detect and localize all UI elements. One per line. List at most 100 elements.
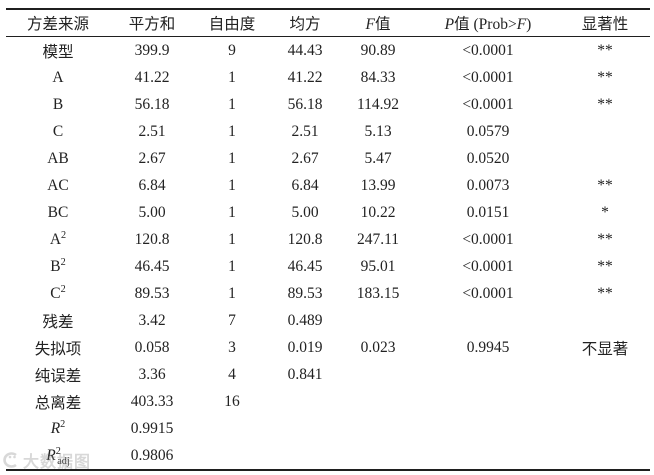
table-cell [270, 415, 340, 442]
table-cell: AC [47, 176, 69, 194]
table-cell: 4 [228, 365, 236, 383]
table-cell: 残差 [42, 313, 74, 331]
cell-text: 2 [61, 229, 67, 241]
table-cell: <0.0001 [462, 41, 514, 59]
table-cell [560, 442, 650, 470]
table-cell: R2 [6, 415, 110, 442]
column-header: 均方 [270, 9, 340, 37]
table-cell: 44.43 [287, 41, 323, 59]
table-row: 模型 399.9 9 44.43 90.89 <0.0001 ** [6, 37, 650, 65]
table-cell: 0.0579 [466, 122, 510, 140]
column-header: 显著性 [560, 9, 650, 37]
table-cell [560, 145, 650, 172]
table-row: C2 89.53 1 89.53 183.15 <0.0001 ** [6, 280, 650, 307]
table-cell [340, 388, 416, 415]
table-cell: 1 [228, 230, 236, 248]
table-cell: 9 [228, 41, 236, 59]
cell-text: 2 [60, 283, 66, 295]
table-cell: C [52, 122, 64, 140]
cell-text: A [49, 230, 62, 248]
table-row: A 41.22 1 41.22 84.33 <0.0001 ** [6, 64, 650, 91]
table-cell: 0.489 [287, 311, 323, 329]
table-cell [560, 307, 650, 334]
cell-text: 2 [60, 418, 66, 430]
table-row: 纯误差 3.36 4 0.841 [6, 361, 650, 388]
table-cell: <0.0001 [462, 284, 514, 302]
table-row: R2adj 0.9806 [6, 442, 650, 470]
table-row: BC 5.00 1 5.00 10.22 0.0151 * [6, 199, 650, 226]
table-cell [194, 442, 270, 470]
column-header: P值 (Prob>F) [416, 9, 560, 37]
table-cell: 95.01 [360, 257, 396, 275]
table-cell: 0.841 [287, 365, 323, 383]
table-cell: 0.023 [360, 338, 396, 356]
table-cell [340, 307, 416, 334]
table-cell: R2adj [6, 442, 110, 470]
table-cell [270, 442, 340, 470]
table-cell: 0.0073 [466, 176, 510, 194]
table-cell: * [601, 203, 609, 221]
table-cell: 0.9915 [130, 419, 174, 437]
table-cell: 46.45 [134, 257, 170, 275]
table-cell [270, 388, 340, 415]
cell-text: adj [57, 455, 70, 467]
table-cell [416, 442, 560, 470]
table-cell: 0.019 [287, 338, 323, 356]
table-cell: 56.18 [134, 95, 170, 113]
cell-text: C [50, 284, 61, 302]
cell-text: 2 [60, 256, 66, 268]
table-row: B2 46.45 1 46.45 95.01 <0.0001 ** [6, 253, 650, 280]
table-cell: 90.89 [360, 41, 396, 59]
table-cell: 5.13 [364, 122, 392, 140]
cell-text: F [365, 16, 375, 33]
table-cell: 46.45 [287, 257, 323, 275]
table-cell: A2 [6, 226, 110, 253]
table-cell: 120.8 [134, 230, 170, 248]
table-cell: 纯误差 [34, 367, 82, 385]
cell-text: F [516, 16, 527, 33]
table-header-row: 方差来源 平方和 自由度 均方 F值 P值 (Prob>F) 显著性 [6, 9, 650, 37]
table-cell: 41.22 [134, 68, 170, 86]
table-cell: 13.99 [360, 176, 396, 194]
table-cell: 183.15 [356, 284, 400, 302]
table-cell: 399.9 [134, 41, 170, 59]
table-cell: B [52, 95, 64, 113]
table-cell: <0.0001 [462, 95, 514, 113]
table-cell: B2 [6, 253, 110, 280]
table-cell [560, 118, 650, 145]
table-cell: ** [597, 68, 613, 86]
cell-text: R [50, 419, 61, 437]
table-cell: 0.9945 [466, 338, 510, 356]
column-header: F值 [340, 9, 416, 37]
cell-text: R [46, 446, 56, 464]
table-cell [194, 415, 270, 442]
table-cell: 5.00 [138, 203, 166, 221]
table-cell: 3.36 [138, 365, 166, 383]
column-header: 平方和 [110, 9, 194, 37]
table-cell: <0.0001 [462, 230, 514, 248]
table-cell: 2.51 [138, 122, 166, 140]
table-cell: 1 [228, 257, 236, 275]
table-cell: A [52, 68, 64, 86]
table-cell [560, 415, 650, 442]
table-cell: 41.22 [287, 68, 323, 86]
table-row: C 2.51 1 2.51 5.13 0.0579 [6, 118, 650, 145]
table-cell: 0.9806 [130, 446, 174, 464]
table-cell: 6.84 [291, 176, 319, 194]
table-cell: 7 [228, 311, 236, 329]
table-row: 残差 3.42 7 0.489 [6, 307, 650, 334]
table-cell: 2.51 [291, 122, 319, 140]
table-cell: ** [597, 41, 613, 59]
table-cell: 89.53 [287, 284, 323, 302]
table-cell: 5.47 [364, 149, 392, 167]
table-cell [416, 361, 560, 388]
table-cell: ** [597, 176, 613, 194]
table-cell [416, 415, 560, 442]
table-cell [416, 388, 560, 415]
table-cell: 16 [224, 392, 240, 410]
table-cell: 总离差 [34, 394, 82, 412]
table-cell: AB [47, 149, 69, 167]
table-cell: 5.00 [291, 203, 319, 221]
cell-text: P [444, 16, 455, 33]
table-cell: <0.0001 [462, 68, 514, 86]
